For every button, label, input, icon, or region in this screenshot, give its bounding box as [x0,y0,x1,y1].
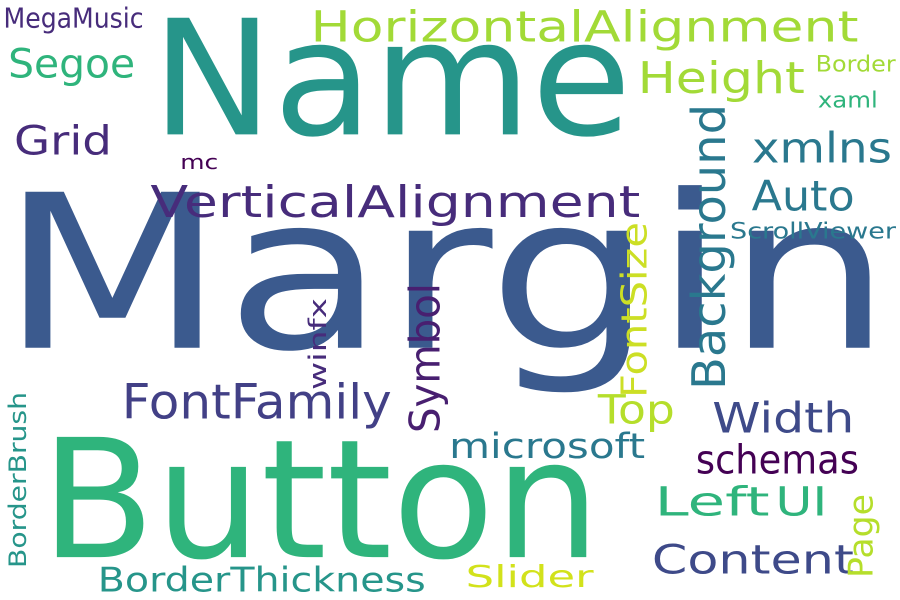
word-page: Page [840,494,881,578]
word-button: Button [40,403,600,597]
word-slider: Slider [466,559,594,595]
word-ui: UI [775,478,827,526]
word-background: Background [681,103,736,390]
word-verticalalignment: VerticalAlignment [150,176,641,228]
word-content: Content [652,536,854,584]
word-segoe: Segoe [8,40,135,88]
word-xaml: xaml [818,87,878,113]
word-top: Top [598,386,675,434]
word-name: Name [152,0,632,173]
word-mc: mc [180,150,218,174]
word-margin: Margin [0,148,892,400]
word-horizontalalignment: HorizontalAlignment [309,1,858,52]
word-border: Border [815,51,896,77]
word-borderthickness: BorderThickness [98,559,426,600]
word-height: Height [637,52,805,104]
word-width: Width [712,393,854,443]
word-fontfamily: FontFamily [122,373,393,430]
word-schemas: schemas [696,436,859,484]
word-scrollviewer: ScrollViewer [730,218,896,244]
word-megamusic: MegaMusic [4,1,144,35]
word-left: Left [654,478,770,526]
word-fontsize: FontSize [612,222,655,398]
word-winfx: winfx [303,298,332,390]
word-microsoft: microsoft [449,424,645,466]
word-xmlns: xmlns [751,123,892,173]
word-auto: Auto [752,171,855,221]
word-grid: Grid [14,117,112,165]
word-borderbrush: BorderBrush [3,392,32,568]
word-symbol: Symbol [400,283,450,433]
